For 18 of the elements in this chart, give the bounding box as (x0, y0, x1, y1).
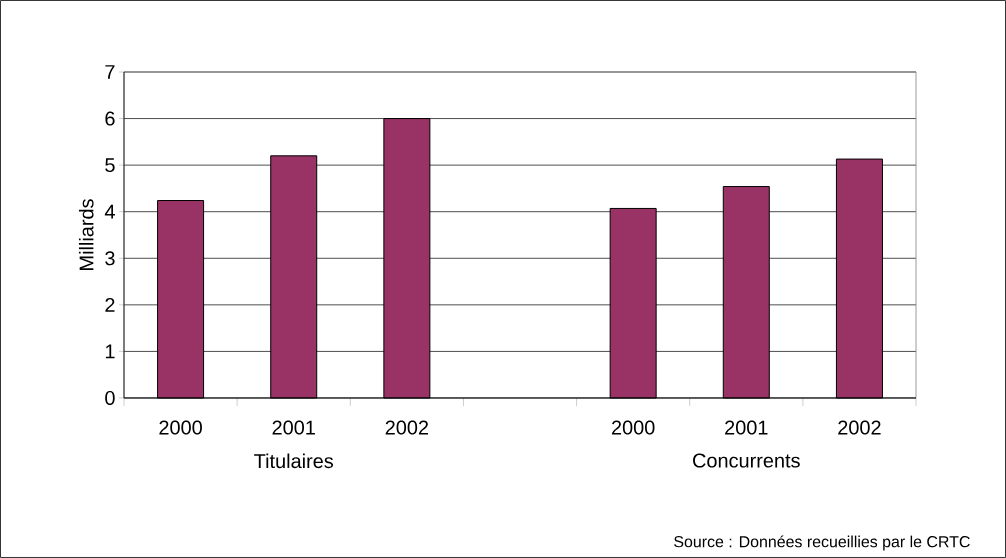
source-note: Source : Données recueillies par le CRTC (674, 535, 970, 551)
text: Titulaires (254, 453, 334, 469)
y-tick-label: 4 (104, 204, 115, 219)
x-tick-label: 2001 (725, 420, 768, 435)
y-tick-label: 0 (105, 390, 115, 406)
x-tick-label: 2000 (611, 420, 655, 435)
x-tick-label: 2001 (272, 420, 315, 435)
text: Concurrents (693, 453, 800, 468)
y-tick-label: 6 (105, 111, 115, 126)
x-tick-label: 2000 (159, 420, 202, 435)
y-tick-label: 7 (105, 65, 115, 79)
y-tick-label: 5 (105, 158, 115, 173)
y-axis-title: Milliards (78, 199, 94, 270)
y-tick-label: 3 (105, 251, 115, 266)
x-tick-label: 2002 (838, 420, 881, 435)
x-tick-label: 2002 (385, 420, 429, 435)
y-tick-label: 2 (105, 297, 115, 312)
y-tick-label: 1 (105, 344, 115, 359)
